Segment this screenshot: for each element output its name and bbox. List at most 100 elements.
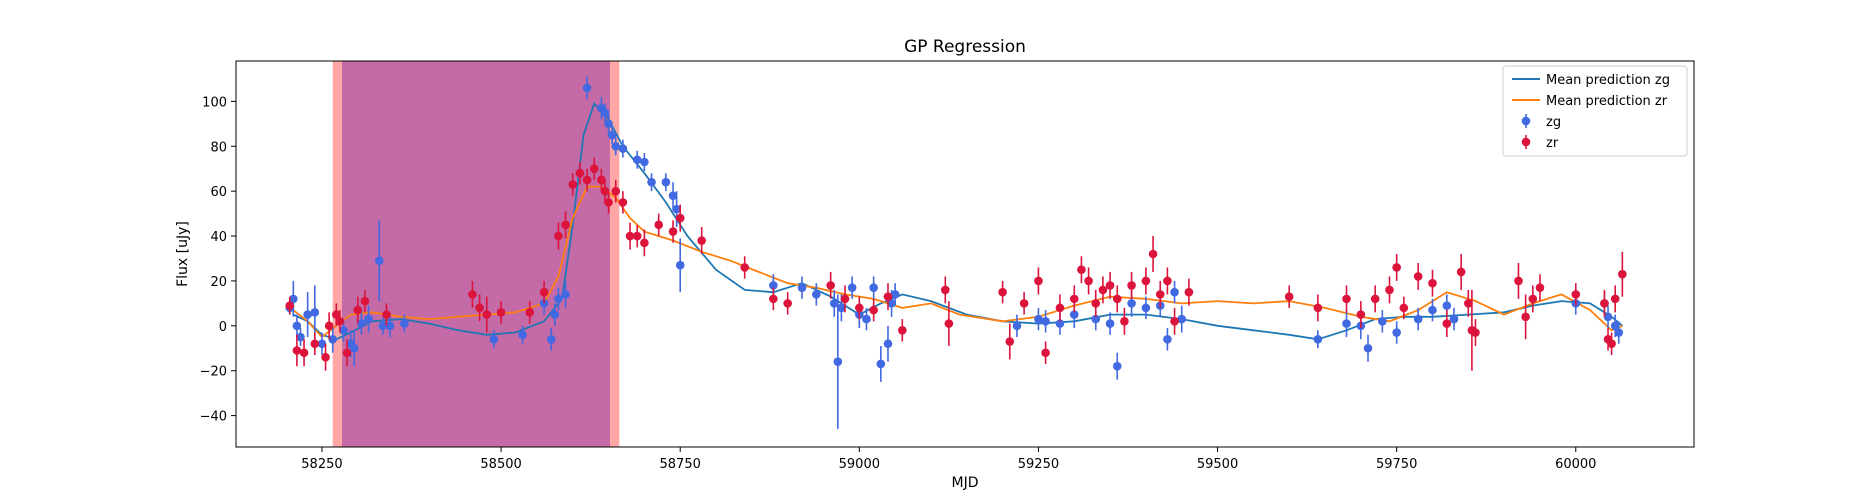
y-tick-label: −20 [200,365,227,380]
marker [400,319,409,328]
marker [618,198,628,207]
marker [1005,337,1015,346]
data-point-zr [855,296,864,320]
marker [876,359,886,369]
shaded-regions [332,61,620,447]
data-point-zg [364,305,373,333]
data-point-zg [378,316,388,335]
marker [518,330,527,340]
data-point-zr [1184,278,1194,306]
data-point-zg [812,283,821,306]
x-axis-ticks: 58250 58500 58750 59000 59250 59500 59750 60000 [301,447,1596,472]
marker [575,168,585,178]
data-point-zr [740,256,749,279]
marker [812,290,821,299]
data-point-zg [847,276,857,299]
marker [1607,339,1616,349]
marker [353,305,363,315]
marker [1378,317,1387,326]
marker [385,321,395,331]
data-point-zg [303,292,312,338]
marker [1399,303,1409,313]
y-tick-label: 80 [210,140,227,155]
marker [550,310,560,319]
marker [349,343,359,353]
data-point-zr [1284,285,1294,308]
data-point-zg [1342,310,1351,338]
data-point-zg [604,114,613,133]
marker [1313,303,1323,313]
marker [1105,319,1115,328]
data-point-zr [1005,323,1015,360]
data-point-zg [292,314,302,338]
data-point-zr [1141,267,1151,295]
marker [632,155,642,165]
data-point-zg [672,191,681,228]
legend-entry-mean-prediction-zg: Mean prediction zg [1512,73,1670,88]
marker [1342,294,1351,304]
data-point-zg [310,285,320,340]
data-point-zr [496,301,506,324]
marker [475,303,484,313]
marker [1105,281,1115,290]
data-point-zr [883,283,893,311]
marker [342,348,352,358]
legend-swatch-marker [1521,137,1531,147]
data-point-zg [550,303,560,326]
data-point-zr [1112,285,1122,313]
data-point-zr [1571,283,1581,306]
data-point-zr [1098,276,1108,304]
legend-box [1502,65,1688,157]
data-point-zr [1148,236,1158,272]
marker [940,285,950,295]
marker [1521,312,1530,322]
marker [310,308,320,317]
marker [647,177,656,187]
data-point-zg [632,150,642,169]
data-point-zr [611,179,621,203]
data-point-zr [575,161,585,185]
data-point-zg [296,328,305,347]
marker [360,296,370,306]
data-point-zg [1177,305,1187,333]
data-point-zr [898,319,907,342]
marker [1392,328,1401,337]
data-point-zg [1163,328,1172,351]
marker [1055,319,1065,328]
marker [285,301,295,310]
marker [654,220,664,230]
marker [1603,312,1613,322]
data-point-zg [1378,310,1387,333]
data-point-zg [317,332,327,355]
data-point-zr [292,334,302,367]
data-point-zr [600,179,610,203]
data-point-zr [618,191,628,214]
plot-frame [235,60,1695,448]
marker [1385,285,1394,295]
data-point-zr [324,312,334,340]
marker [1034,314,1043,324]
marker [944,319,954,328]
marker [1449,314,1459,324]
data-point-zg [328,325,338,353]
data-point-zr [582,168,592,192]
marker [675,260,685,270]
y-axis-label: Flux [uJy] [175,221,191,287]
data-point-zr [1069,285,1079,313]
marker [883,292,893,301]
marker [1392,263,1401,272]
data-point-zg [1112,352,1122,380]
data-point-zr [1170,307,1179,335]
marker [299,348,309,358]
marker [289,294,298,304]
data-point-zr [539,280,549,304]
data-point-zr [1471,319,1480,347]
x-tick-label: 60000 [1555,457,1596,472]
data-point-zr [675,204,685,232]
data-point-zr [1163,267,1172,295]
marker [1041,317,1050,326]
data-point-zg [600,103,610,122]
data-point-zg [546,328,556,351]
data-point-zr [342,339,352,367]
data-point-zg [1105,312,1115,335]
